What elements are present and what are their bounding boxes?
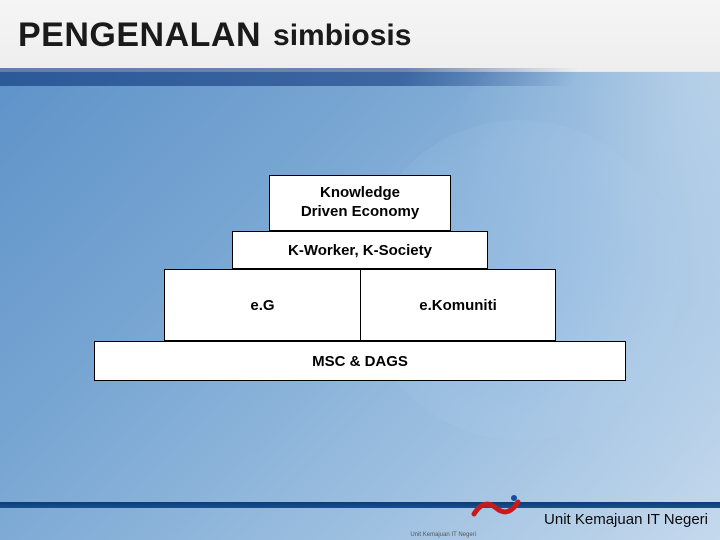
pyramid-level-3-row: e.G e.Komuniti bbox=[164, 269, 556, 341]
level-4-label: MSC & DAGS bbox=[312, 353, 408, 370]
pyramid-level-4: MSC & DAGS bbox=[94, 341, 626, 381]
logo-icon bbox=[470, 488, 522, 526]
pyramid-level-2: K-Worker, K-Society bbox=[232, 231, 488, 269]
level-2-label: K-Worker, K-Society bbox=[288, 242, 432, 259]
pyramid-level-1: Knowledge Driven Economy bbox=[269, 175, 451, 231]
footer-sublabel: Unit Kemajuan IT Negeri bbox=[410, 532, 476, 538]
footer-org: Unit Kemajuan IT Negeri bbox=[544, 511, 708, 528]
title-bar: PENGENALAN simbiosis bbox=[0, 0, 720, 72]
level-3-right-label: e.Komuniti bbox=[419, 297, 497, 314]
level-1-label: Knowledge Driven Economy bbox=[301, 184, 419, 222]
title-sub: simbiosis bbox=[273, 19, 411, 53]
level-3-left-label: e.G bbox=[250, 297, 274, 314]
pyramid-level-3-right: e.Komuniti bbox=[360, 269, 556, 341]
pyramid-diagram: Knowledge Driven Economy K-Worker, K-Soc… bbox=[94, 175, 626, 381]
footer-bar bbox=[0, 502, 720, 508]
title-main: PENGENALAN bbox=[18, 16, 261, 55]
pyramid-level-3-left: e.G bbox=[164, 269, 360, 341]
title-shadow bbox=[0, 68, 580, 86]
